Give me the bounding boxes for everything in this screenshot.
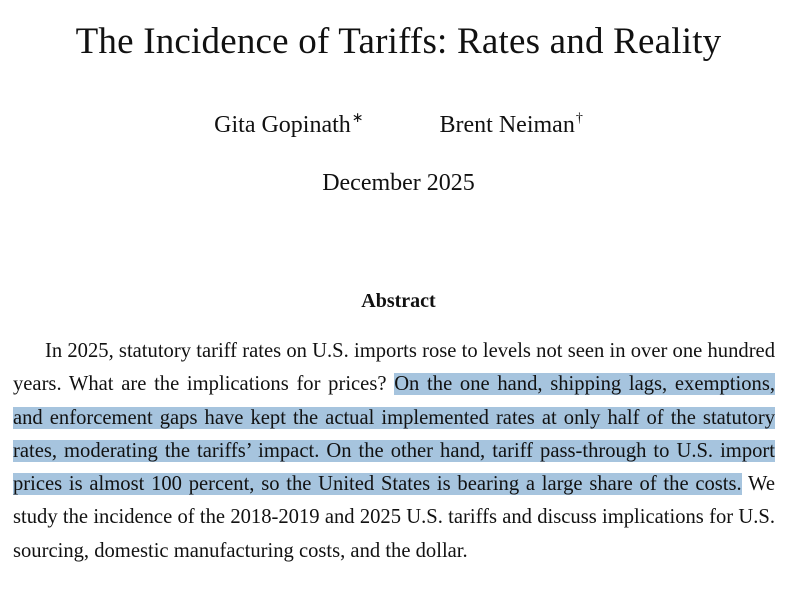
- abstract-text-after-selection[interactable]: We study the incidence of the 2018-2019 …: [13, 473, 775, 562]
- author-neiman: Brent Neiman†: [440, 111, 583, 139]
- author-gopinath: Gita Gopinath∗: [214, 110, 363, 139]
- abstract-heading: Abstract: [361, 290, 436, 312]
- author-name: Brent Neiman: [439, 112, 575, 138]
- paper-date: December 2025: [322, 170, 475, 196]
- selected-text-highlight[interactable]: On the one hand, shipping lags, exemptio…: [13, 373, 776, 496]
- abstract-text[interactable]: In 2025, statutory tariff rates on U.S. …: [13, 335, 776, 568]
- paper-title: The Incidence of Tariffs: Rates and Real…: [75, 21, 722, 62]
- author-list: Gita Gopinath∗ Brent Neiman†: [0, 110, 797, 139]
- author-name: Gita Gopinath: [214, 112, 351, 138]
- author-footnote-mark: †: [575, 111, 583, 126]
- author-footnote-mark: ∗: [351, 111, 364, 126]
- abstract-text-before-selection[interactable]: In 2025, statutory tariff rates on U.S. …: [13, 340, 775, 396]
